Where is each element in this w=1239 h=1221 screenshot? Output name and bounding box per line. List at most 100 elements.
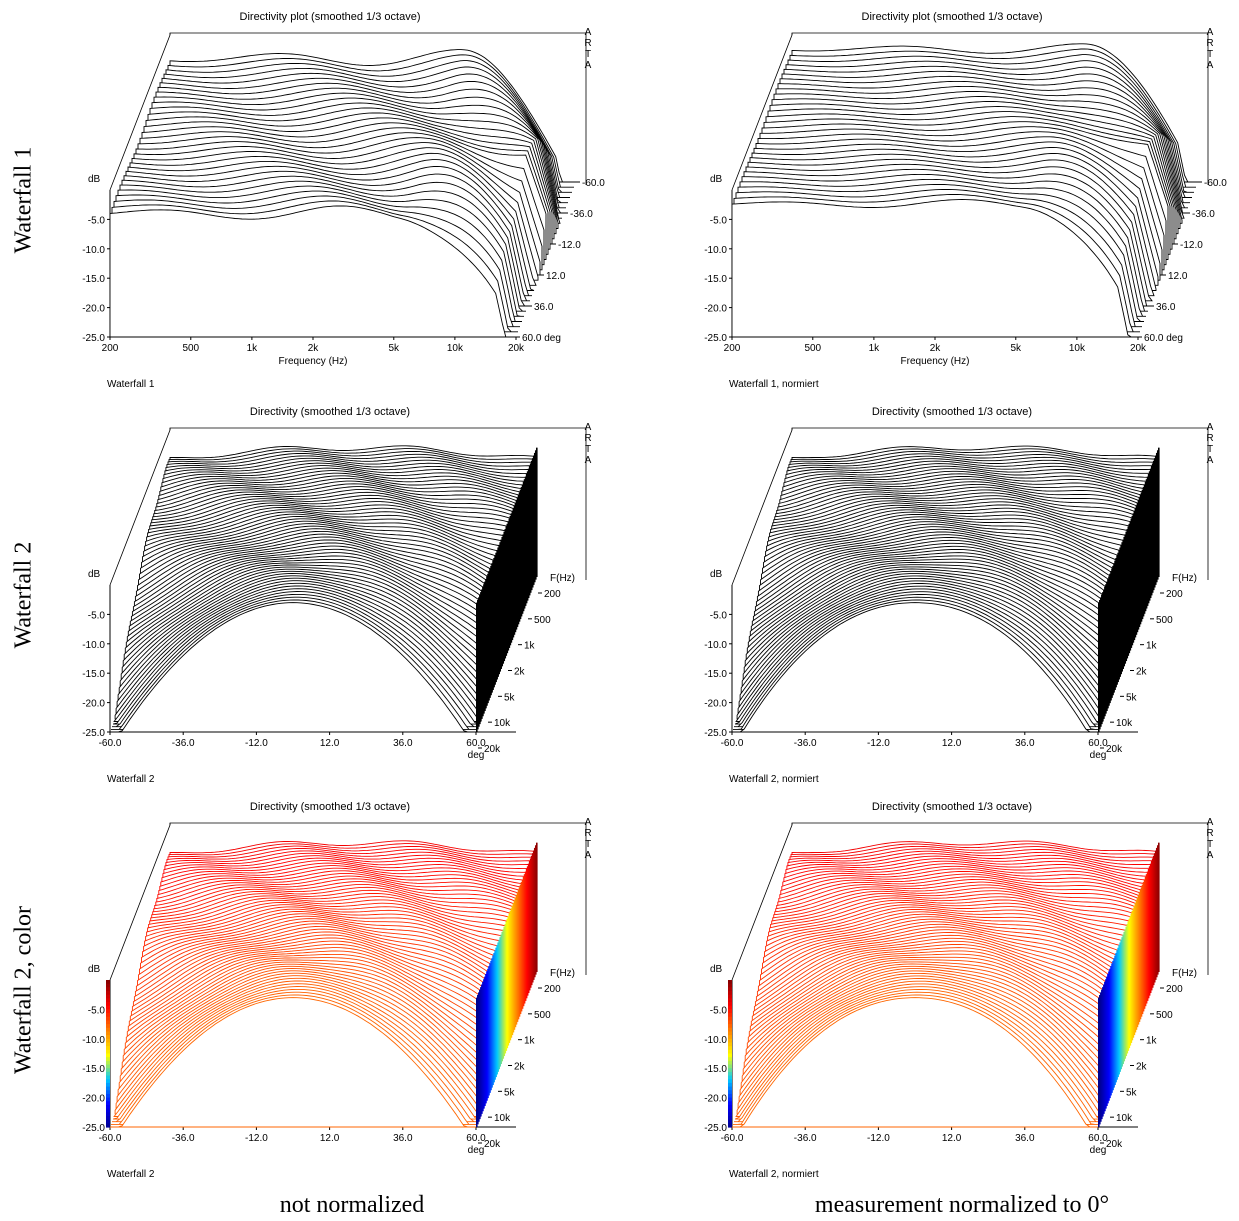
z-tick-label: 5k (504, 692, 516, 703)
chart-caption: Waterfall 1, normiert (729, 379, 819, 390)
waterfall-trace (110, 602, 476, 733)
colorbar-segment (106, 1075, 110, 1080)
side-wall-segment (1125, 531, 1128, 662)
colorbar-segment (728, 1079, 732, 1084)
z-tick-label: 500 (1156, 615, 1173, 626)
colorbar-segment (106, 1097, 110, 1102)
brand-letter: A (1207, 850, 1214, 861)
side-wall-segment (1113, 563, 1115, 693)
chart-waterfall-1-normalized: dB -5.0 -10.0 -15.0 -20.0 -25.0 Directivity pl… (704, 11, 1227, 390)
side-wall-segment (1109, 968, 1111, 1099)
side-wall-segment (1116, 555, 1118, 685)
waterfall-trace (110, 997, 476, 1128)
side-wall-segment (479, 989, 481, 1120)
side-wall-segment (527, 863, 530, 994)
colorbar-segment (728, 1075, 732, 1080)
side-wall-segment (479, 594, 481, 725)
z-tick-label: 2k (1136, 1062, 1148, 1073)
side-wall-segment (495, 947, 497, 1078)
chart-waterfall-1: dB -5.0 -10.0 -15.0 -20.0 -25.0 Directivity pl… (82, 11, 605, 390)
colorbar-segment (106, 987, 110, 992)
z-tick-label: 1k (1146, 1036, 1158, 1047)
waterfall-trace (732, 997, 1098, 1128)
side-wall-segment (1156, 450, 1159, 580)
side-wall-segment (1118, 945, 1120, 1075)
side-wall-segment (533, 847, 536, 978)
y-tick-label: -10.0 (704, 245, 727, 256)
x-tick-label: -60.0 (99, 1133, 122, 1144)
colorbar-segment (728, 991, 732, 996)
colorbar-segment (106, 1020, 110, 1025)
side-wall-segment (513, 900, 516, 1030)
side-wall-segment (1128, 918, 1131, 1049)
side-wall-segment (492, 955, 494, 1085)
side-wall-segment (1111, 963, 1113, 1093)
colorbar-segment (728, 1060, 732, 1066)
x-tick-label: -36.0 (794, 738, 817, 749)
x-tick-label: 60.0 (1088, 1133, 1108, 1144)
side-wall-segment (490, 565, 492, 696)
z-tick-label: 60.0 deg (1144, 333, 1183, 344)
z-tick-label: 20k (1106, 1139, 1123, 1150)
side-wall-segment (1105, 979, 1107, 1109)
colorbar-segment (106, 1024, 110, 1029)
colorbar-segment (106, 1049, 110, 1055)
z-tick-label: -36.0 (570, 209, 593, 220)
y-axis-label: dB (710, 964, 723, 975)
z-tick-label: 200 (1166, 984, 1183, 995)
side-wall-segment (1147, 473, 1150, 604)
side-wall-segment (506, 918, 509, 1049)
side-wall-segment (1153, 853, 1156, 983)
z-tick-label: 500 (1156, 1010, 1173, 1021)
x-tick-label: 10k (447, 343, 464, 354)
z-tick-label: 5k (1126, 692, 1138, 703)
side-wall-segment (490, 960, 492, 1091)
side-wall-segment (1131, 910, 1134, 1041)
side-wall-segment (1129, 521, 1132, 651)
side-wall-segment (517, 494, 520, 625)
colorbar-segment (728, 1093, 732, 1099)
z-tick-label: 200 (544, 589, 561, 600)
y-axis-label: dB (88, 569, 101, 580)
colorbar-segment (728, 1053, 732, 1058)
side-wall-segment (485, 973, 487, 1104)
side-wall-segment (1139, 889, 1142, 1020)
side-wall-segment (1142, 882, 1145, 1012)
side-wall-segment (484, 976, 486, 1106)
side-wall-segment (524, 871, 527, 1001)
side-wall-segment (521, 879, 524, 1009)
brand-letter: A (1207, 422, 1214, 433)
colorbar-segment (728, 1108, 732, 1113)
y-axis-label: dB (88, 174, 101, 185)
colorbar-segment (728, 1097, 732, 1102)
side-wall-segment (509, 910, 512, 1041)
side-wall-segment (1148, 471, 1151, 601)
side-wall-segment (495, 552, 497, 683)
side-wall-segment (503, 926, 506, 1057)
colorbar-segment (728, 1009, 732, 1014)
brand-letter: T (585, 49, 591, 60)
y-tick-label: -20.0 (704, 1094, 727, 1105)
side-wall-segment (1154, 850, 1157, 980)
side-wall-segment (529, 463, 532, 593)
colorbar-segment (728, 980, 732, 985)
side-wall-segment (1106, 976, 1108, 1106)
side-wall-segment (1101, 989, 1103, 1120)
side-wall-segment (496, 550, 498, 680)
chart-waterfall-2-color: dB -5.0 -10.0 -15.0 -20.0 -25.0 Directivity (s… (82, 801, 591, 1180)
z-tick-label: 200 (544, 984, 561, 995)
side-wall-segment (1132, 513, 1135, 643)
side-wall-segment (519, 884, 522, 1015)
z-tick-label: 36.0 (534, 302, 554, 313)
z-tick-label: -36.0 (1192, 209, 1215, 220)
side-wall-segment (508, 913, 511, 1043)
side-wall-segment (1134, 508, 1137, 638)
side-wall-segment (483, 979, 485, 1109)
y-tick-label: -10.0 (704, 1035, 727, 1046)
side-wall-segment (523, 874, 526, 1004)
side-wall-segment (1136, 897, 1139, 1028)
row-label-waterfall-2: Waterfall 2 (10, 541, 37, 649)
colorbar-segment (728, 998, 732, 1003)
x-tick-label: -12.0 (245, 1133, 268, 1144)
chart-title: Directivity (smoothed 1/3 octave) (250, 801, 410, 813)
